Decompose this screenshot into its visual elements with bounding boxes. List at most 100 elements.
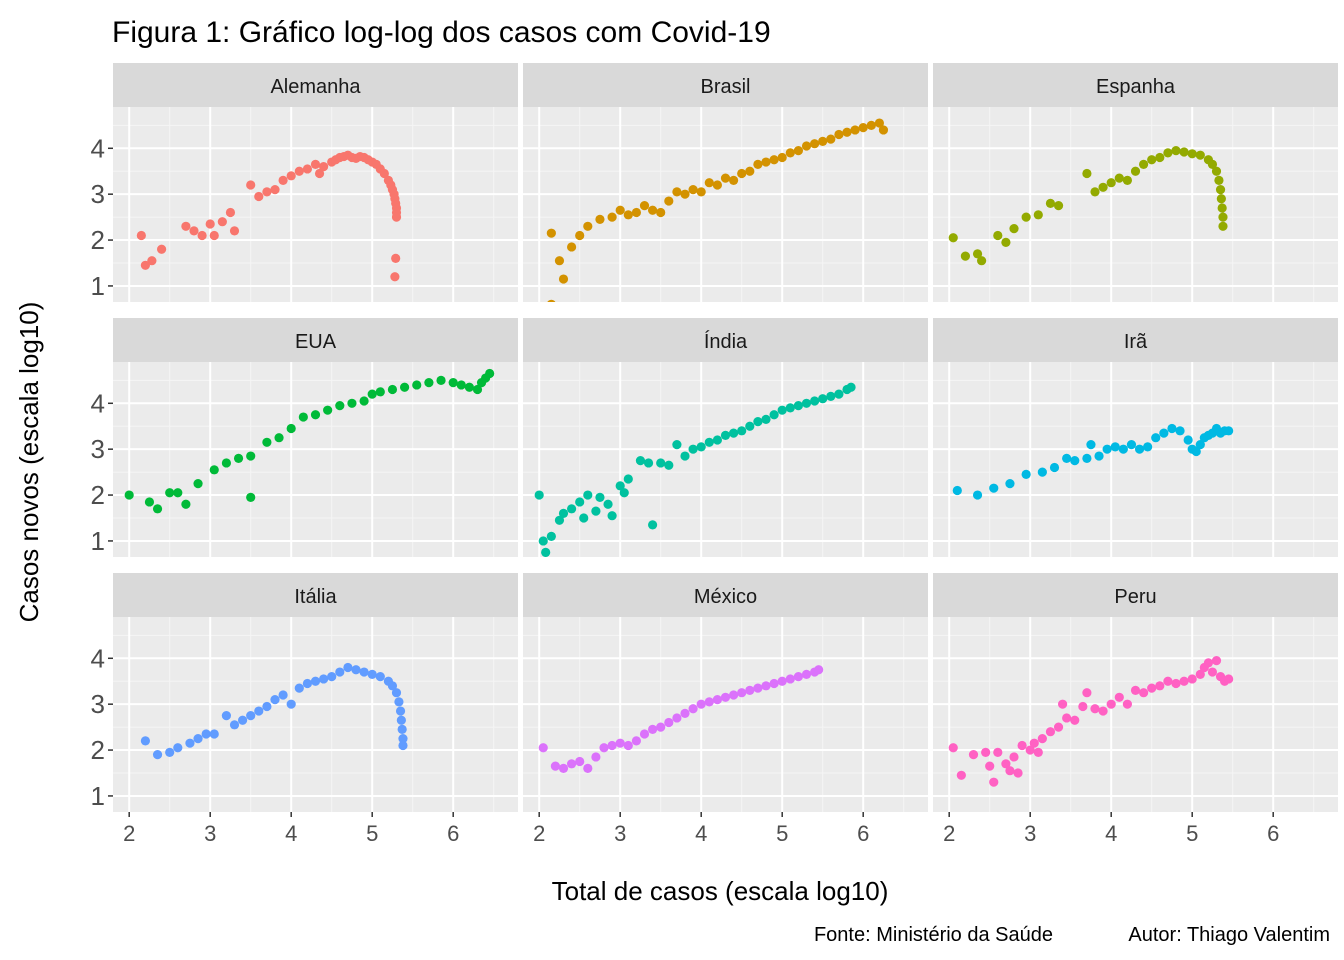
data-point [1220,811,1221,812]
facet-label-espanha: Espanha [1096,76,1176,98]
data-point [359,667,369,677]
data-point [173,488,183,498]
data-point [124,490,134,500]
data-point [286,699,296,709]
data-point [233,453,244,463]
facet-india: Índia [523,318,928,557]
data-point [981,747,991,757]
panel-grid [523,362,928,557]
data-point [1070,715,1080,725]
data-point [615,481,625,491]
data-point [761,414,771,424]
panel-grid [523,107,928,302]
y-tick-label: 3 [91,434,105,464]
series-mexico [538,665,824,774]
data-point [165,747,175,757]
facet-label-india: Índia [704,330,748,353]
data-point [1155,152,1165,163]
data-point [558,274,569,284]
data-point [745,685,755,696]
data-point [201,729,211,739]
data-point [704,697,714,707]
data-point [1086,439,1096,450]
facet-strip-espanha [933,63,1338,107]
data-point [1167,423,1177,434]
data-point [834,129,844,140]
facet-alemanha: Alemanha [113,63,518,302]
data-point [769,410,779,420]
data-point [1013,768,1023,778]
data-point [680,189,690,199]
facet-panels: Alemanha Brasil Espanha EUA Índia Irã Itália Mé… [113,63,1338,812]
data-point [538,536,548,546]
data-point [538,743,548,753]
data-point [814,665,824,675]
series-alemanha [136,150,402,282]
data-point [810,139,820,149]
data-point [680,708,690,718]
data-point [777,405,787,415]
data-point [737,426,747,436]
data-point [567,504,577,514]
data-point [310,676,321,686]
data-point [1122,699,1132,709]
data-point [1187,674,1197,684]
data-point [952,485,962,496]
data-point [810,396,820,406]
data-point [656,458,666,468]
data-point [607,511,617,521]
data-point [1218,212,1228,222]
data-point [575,756,585,767]
data-point [993,230,1003,241]
facet-strip-brasil [523,63,928,107]
y-axis-title: Casos novos (escala log10) [14,302,44,623]
data-point [648,724,658,735]
data-point [367,389,377,399]
data-point [298,412,308,422]
data-point [720,692,731,702]
data-point [753,159,763,169]
data-point [1179,676,1189,686]
data-point [603,499,613,509]
data-point [567,759,577,769]
data-point [302,678,312,689]
data-point [623,740,633,751]
panel-background [113,107,518,302]
data-point [591,506,601,516]
data-point [193,733,203,744]
data-point [246,451,256,461]
data-point [672,713,682,723]
data-point [785,674,795,684]
data-point [631,207,642,218]
y-tick-label: 2 [91,480,105,510]
data-point [554,256,565,266]
data-point [1139,688,1149,698]
data-point [745,166,755,176]
data-point [412,380,422,390]
series-ira [952,423,1234,500]
data-point [696,187,706,197]
data-point [672,187,682,197]
y-tick-label: 1 [91,271,105,301]
data-point [209,729,219,739]
chart-title: Figura 1: Gráfico log-log dos casos com … [112,16,771,49]
data-point [387,681,398,691]
data-point [347,398,357,408]
data-point [1114,692,1124,702]
data-point [229,720,240,730]
data-point [635,456,646,466]
data-point [246,180,256,190]
data-point [558,763,569,774]
data-point [391,253,401,264]
data-point [1110,442,1120,452]
x-tick-label: 2 [533,821,545,846]
data-point [472,384,483,395]
data-point [238,715,248,725]
data-point [737,168,747,179]
data-point [696,442,706,452]
data-point [278,690,288,700]
data-point [1070,456,1080,466]
data-point [672,439,682,450]
data-point [1009,223,1019,234]
caption-source: Fonte: Ministério da Saúde [814,924,1053,946]
